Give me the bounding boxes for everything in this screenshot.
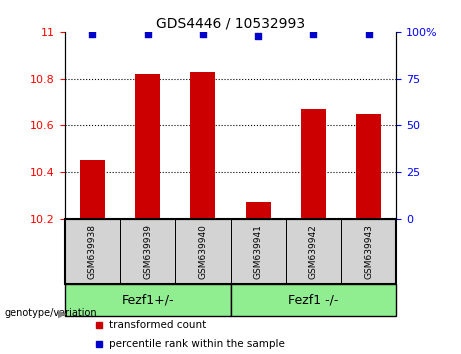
Bar bbox=[286, 218, 341, 284]
Text: GSM639940: GSM639940 bbox=[198, 224, 207, 279]
Bar bbox=[230, 284, 396, 316]
Point bbox=[365, 31, 372, 36]
Bar bbox=[190, 72, 215, 218]
Bar bbox=[80, 160, 105, 218]
Text: GSM639942: GSM639942 bbox=[309, 224, 318, 279]
Text: Fezf1 -/-: Fezf1 -/- bbox=[288, 293, 339, 307]
Point bbox=[310, 31, 317, 36]
Text: Fezf1+/-: Fezf1+/- bbox=[121, 293, 174, 307]
Point bbox=[254, 33, 262, 39]
Bar bbox=[230, 218, 286, 284]
Bar bbox=[356, 114, 381, 218]
Bar bbox=[246, 202, 271, 218]
Text: percentile rank within the sample: percentile rank within the sample bbox=[109, 339, 285, 349]
Bar bbox=[175, 218, 230, 284]
Text: genotype/variation: genotype/variation bbox=[5, 308, 97, 318]
Text: GSM639939: GSM639939 bbox=[143, 224, 152, 279]
Bar bbox=[65, 218, 120, 284]
Point bbox=[144, 31, 151, 36]
Bar bbox=[135, 74, 160, 218]
Title: GDS4446 / 10532993: GDS4446 / 10532993 bbox=[156, 17, 305, 31]
Bar bbox=[301, 109, 326, 218]
Text: ▶: ▶ bbox=[58, 308, 66, 318]
Bar bbox=[341, 218, 396, 284]
Point bbox=[89, 31, 96, 36]
Text: GSM639943: GSM639943 bbox=[364, 224, 373, 279]
Text: GSM639938: GSM639938 bbox=[88, 224, 97, 279]
Text: transformed count: transformed count bbox=[109, 320, 207, 330]
Point bbox=[199, 31, 207, 36]
Bar bbox=[120, 218, 175, 284]
Text: GSM639941: GSM639941 bbox=[254, 224, 263, 279]
Bar bbox=[65, 284, 230, 316]
